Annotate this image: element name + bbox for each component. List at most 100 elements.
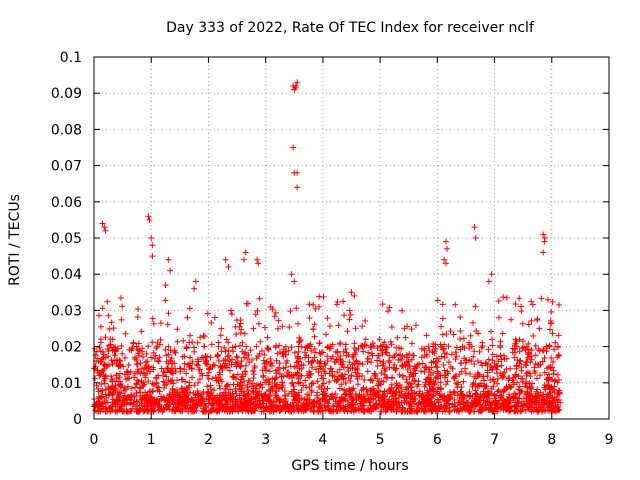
data-point (555, 301, 562, 308)
data-point (108, 319, 115, 326)
data-point (547, 364, 554, 371)
data-point (143, 350, 150, 357)
data-point (308, 388, 315, 395)
data-point (410, 352, 417, 359)
data-point (184, 314, 191, 321)
data-point (342, 371, 349, 378)
data-point (402, 334, 409, 341)
data-point (211, 314, 218, 321)
data-point (389, 401, 396, 408)
data-point (124, 371, 131, 378)
data-point (108, 357, 115, 364)
data-point (489, 351, 496, 358)
data-point (402, 386, 409, 393)
data-point (509, 345, 516, 352)
data-point (432, 375, 439, 382)
data-point (364, 389, 371, 396)
data-point (102, 408, 109, 415)
data-point (412, 395, 419, 402)
data-point (241, 350, 248, 357)
data-point (182, 395, 189, 402)
data-point (326, 323, 333, 330)
data-point (398, 384, 405, 391)
data-point (210, 396, 217, 403)
data-point (486, 389, 493, 396)
data-point (295, 399, 302, 406)
data-point (397, 352, 404, 359)
data-point (464, 399, 471, 406)
data-point (432, 380, 439, 387)
data-point (247, 347, 254, 354)
data-point (178, 385, 185, 392)
data-point (276, 385, 283, 392)
data-point (550, 358, 557, 365)
data-point (550, 402, 557, 409)
data-point (272, 309, 279, 316)
data-point (347, 378, 354, 385)
data-point (495, 358, 502, 365)
data-point (234, 354, 241, 361)
data-point (174, 377, 181, 384)
data-point (228, 311, 235, 318)
data-point (326, 378, 333, 385)
data-point (124, 383, 131, 390)
data-point (476, 397, 483, 404)
data-point (433, 363, 440, 370)
data-point (201, 343, 208, 350)
data-point (537, 372, 544, 379)
data-point (124, 394, 131, 401)
data-point (458, 360, 465, 367)
data-point (437, 392, 444, 399)
data-point (321, 386, 328, 393)
data-point (437, 379, 444, 386)
data-point (442, 374, 449, 381)
data-point (140, 392, 147, 399)
data-point (310, 326, 317, 333)
data-point (458, 388, 465, 395)
x-tick-labels: 0 1 2 3 4 5 6 7 8 9 (90, 432, 614, 448)
data-point (265, 381, 272, 388)
data-point (333, 301, 340, 308)
data-point (186, 332, 193, 339)
data-point (334, 376, 341, 383)
data-point (186, 362, 193, 369)
data-point (540, 231, 547, 238)
data-point (104, 345, 111, 352)
data-point (375, 352, 382, 359)
data-point (472, 375, 479, 382)
data-point (250, 371, 257, 378)
data-point (488, 271, 495, 278)
data-point (408, 326, 415, 333)
data-point (470, 353, 477, 360)
data-point (122, 354, 129, 361)
data-point (341, 312, 348, 319)
data-point (308, 347, 315, 354)
data-point (233, 353, 240, 360)
data-point (326, 370, 333, 377)
data-point (350, 408, 357, 415)
data-point (164, 365, 171, 372)
data-point (171, 348, 178, 355)
data-point (310, 301, 317, 308)
data-point (158, 365, 165, 372)
data-point (191, 285, 198, 292)
data-point (214, 395, 221, 402)
data-point (365, 349, 372, 356)
data-point (360, 384, 367, 391)
y-tick-labels: 0 0.01 0.02 0.03 0.04 0.05 0.06 0.07 0.08 0.09 0.1 (51, 50, 82, 428)
data-point (169, 369, 176, 376)
data-point (360, 348, 367, 355)
data-point (552, 339, 559, 346)
data-point (511, 354, 518, 361)
data-point (523, 362, 530, 369)
data-point (221, 344, 228, 351)
data-point (501, 386, 508, 393)
data-point (364, 368, 371, 375)
data-point (225, 381, 232, 388)
data-point (288, 404, 295, 411)
data-point (239, 339, 246, 346)
data-point (237, 317, 244, 324)
data-point (383, 349, 390, 356)
data-point (488, 328, 495, 335)
data-point (424, 375, 431, 382)
